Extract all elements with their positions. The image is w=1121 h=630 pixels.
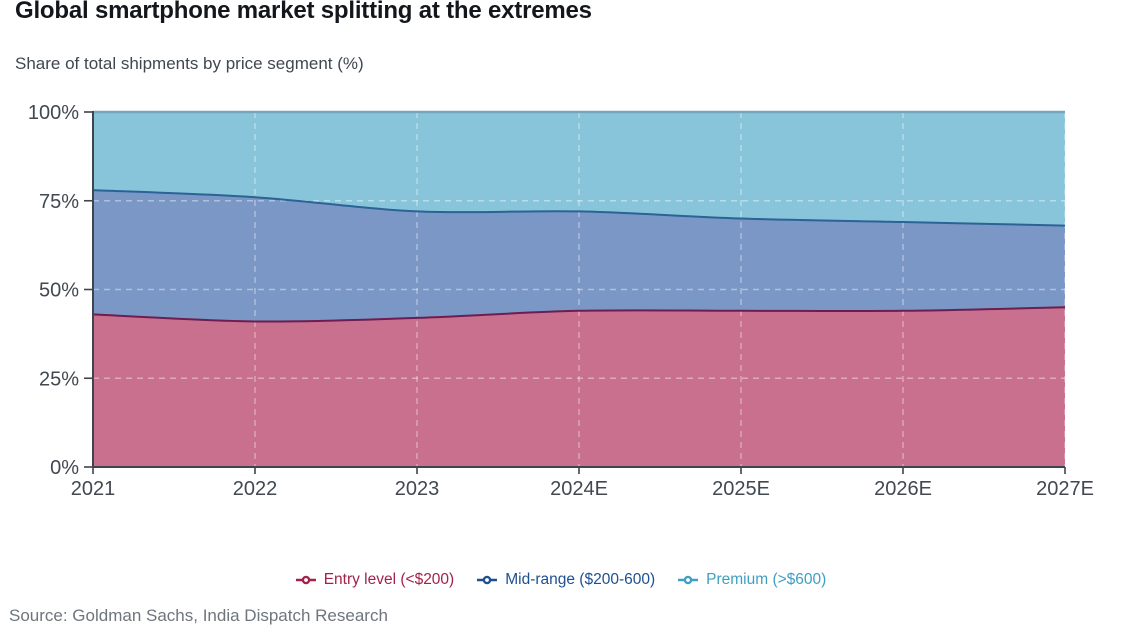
- legend-label: Premium (>$600): [706, 571, 827, 588]
- x-tick-label: 2023: [395, 478, 440, 500]
- legend-item: Premium (>$600): [677, 571, 826, 589]
- y-tick-label: 75%: [39, 191, 79, 213]
- chart-title: Global smartphone market splitting at th…: [15, 0, 592, 24]
- chart-subtitle: Share of total shipments by price segmen…: [15, 54, 364, 73]
- legend-item: Mid-range ($200-600): [476, 571, 655, 589]
- legend-line-marker-icon: [295, 575, 316, 585]
- chart-legend: Entry level (<$200) Mid-range ($200-600) P…: [0, 571, 1121, 589]
- boundary-line-1: [92, 189, 1066, 227]
- x-tick-label: 2025E: [712, 478, 770, 500]
- legend-label: Entry level (<$200): [323, 571, 455, 588]
- y-tick-label: 0%: [50, 457, 79, 479]
- legend-label: Mid-range ($200-600): [505, 571, 656, 588]
- source-note: Source: Goldman Sachs, India Dispatch Re…: [9, 606, 388, 625]
- legend-item: Entry level (<$200): [295, 571, 455, 589]
- x-tick-label: 2021: [71, 478, 116, 500]
- y-tick-label: 25%: [39, 368, 79, 390]
- x-tick-label: 2024E: [550, 478, 608, 500]
- boundary-line-0: [92, 306, 1066, 323]
- y-tick-label: 100%: [28, 102, 79, 124]
- legend-line-marker-icon: [678, 575, 699, 585]
- y-tick-label: 50%: [39, 280, 79, 302]
- area-entry-level-200: [93, 307, 1065, 467]
- x-tick-label: 2022: [233, 478, 278, 500]
- x-tick-label: 2027E: [1036, 478, 1094, 500]
- legend-line-marker-icon: [477, 575, 498, 585]
- x-tick-label: 2026E: [874, 478, 932, 500]
